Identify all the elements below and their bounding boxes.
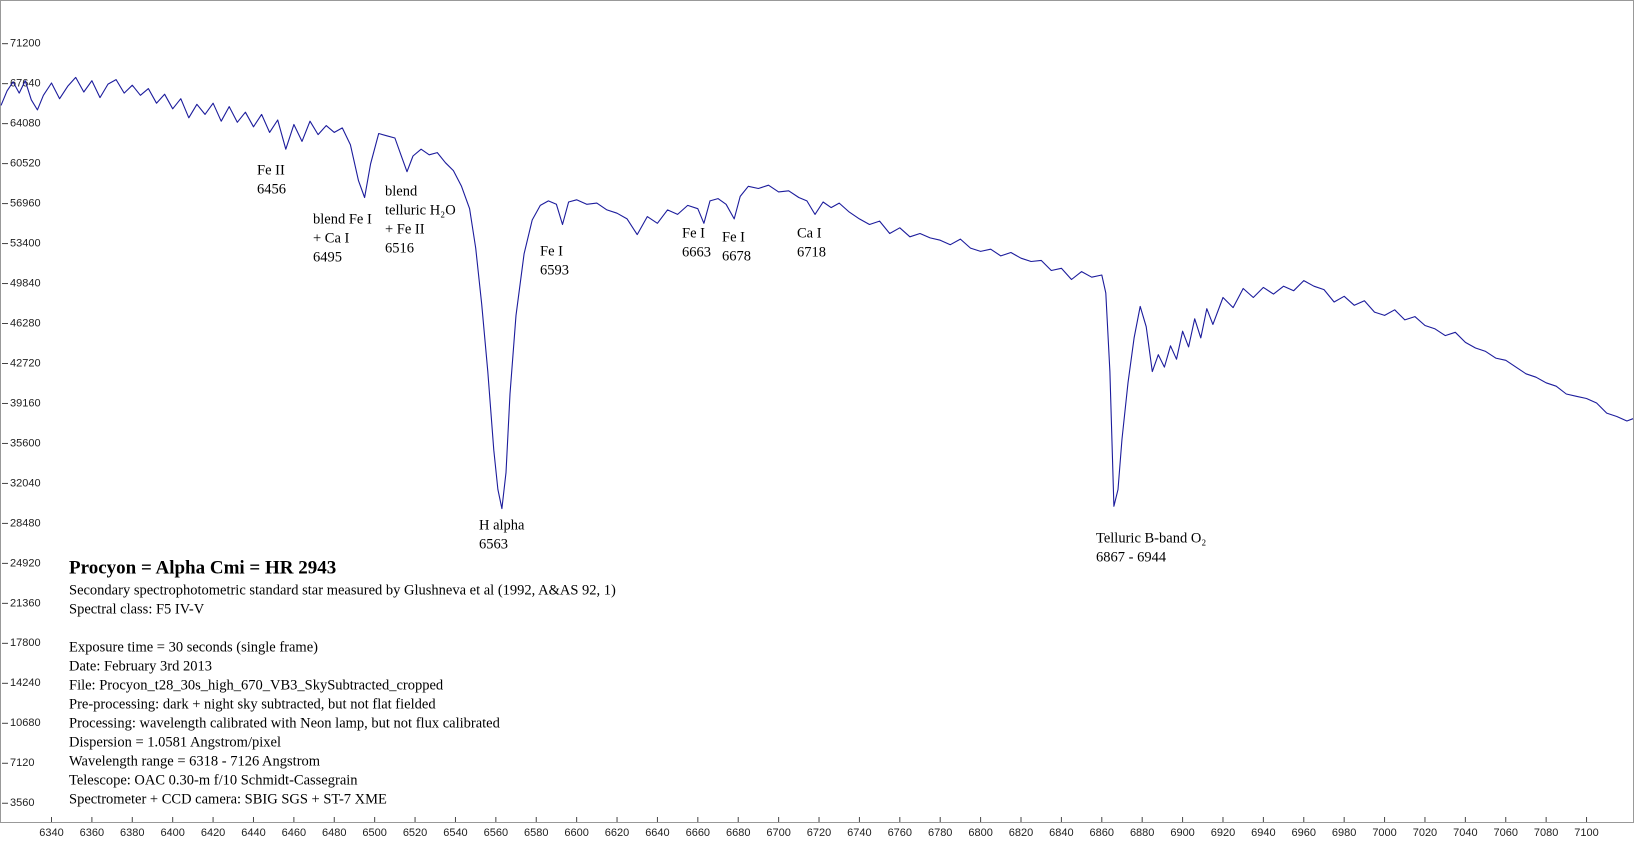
info-line: Processing: wavelength calibrated with N… xyxy=(69,715,501,731)
x-tick-label: 6900 xyxy=(1170,827,1194,839)
y-tick-label: 10680 xyxy=(10,717,41,729)
x-tick-label: 6540 xyxy=(443,827,467,839)
annotation: 6516 xyxy=(385,240,414,256)
annotation: 6867 - 6944 xyxy=(1096,549,1167,565)
x-tick-label: 6760 xyxy=(888,827,912,839)
info-line: Telescope: OAC 0.30-m f/10 Schmidt-Casse… xyxy=(69,772,358,788)
annotation: blend xyxy=(385,183,418,199)
info-line: Spectral class: F5 IV-V xyxy=(69,601,205,617)
y-tick-label: 28480 xyxy=(10,517,41,529)
annotation: Fe I xyxy=(682,225,705,241)
x-tick-label: 6360 xyxy=(80,827,104,839)
annotation: Fe II xyxy=(257,162,285,178)
y-tick-label: 49840 xyxy=(10,277,41,289)
x-tick-label: 6820 xyxy=(1009,827,1033,839)
x-tick-label: 6700 xyxy=(766,827,790,839)
x-tick-label: 6940 xyxy=(1251,827,1275,839)
info-line: Secondary spectrophotometric standard st… xyxy=(69,582,616,598)
y-tick-label: 42720 xyxy=(10,357,41,369)
x-tick-label: 6880 xyxy=(1130,827,1154,839)
y-tick-label: 67640 xyxy=(10,78,41,90)
y-tick-label: 24920 xyxy=(10,557,41,569)
annotation: + Ca I xyxy=(313,230,350,246)
x-tick-label: 6680 xyxy=(726,827,750,839)
annotation: Fe I xyxy=(540,243,563,259)
info-line: Dispersion = 1.0581 Angstrom/pixel xyxy=(69,734,281,750)
y-tick-label: 56960 xyxy=(10,197,41,209)
annotation: 6663 xyxy=(682,244,711,260)
x-tick-label: 7040 xyxy=(1453,827,1477,839)
y-tick-label: 35600 xyxy=(10,437,41,449)
y-tick-label: 17800 xyxy=(10,637,41,649)
y-tick-label: 46280 xyxy=(10,317,41,329)
x-tick-label: 6480 xyxy=(322,827,346,839)
x-tick-label: 6840 xyxy=(1049,827,1073,839)
annotation: + Fe II xyxy=(385,221,425,237)
x-tick-label: 7060 xyxy=(1494,827,1518,839)
x-tick-label: 6800 xyxy=(968,827,992,839)
annotation: Ca I xyxy=(797,225,822,241)
annotation: 6718 xyxy=(797,244,826,260)
x-tick-label: 6440 xyxy=(241,827,265,839)
y-tick-label: 14240 xyxy=(10,677,41,689)
x-tick-label: 7020 xyxy=(1413,827,1437,839)
y-tick-label: 60520 xyxy=(10,158,41,170)
x-tick-label: 6640 xyxy=(645,827,669,839)
x-tick-label: 6500 xyxy=(362,827,386,839)
annotation: 6563 xyxy=(479,536,508,552)
annotation: 6678 xyxy=(722,248,751,264)
x-tick-label: 6920 xyxy=(1211,827,1235,839)
x-tick-label: 6420 xyxy=(201,827,225,839)
x-tick-label: 6660 xyxy=(686,827,710,839)
y-tick-label: 53400 xyxy=(10,237,41,249)
y-tick-label: 39160 xyxy=(10,397,41,409)
info-line: Spectrometer + CCD camera: SBIG SGS + ST… xyxy=(69,791,387,807)
x-tick-label: 6620 xyxy=(605,827,629,839)
x-tick-label: 6740 xyxy=(847,827,871,839)
x-tick-label: 6460 xyxy=(282,827,306,839)
y-tick-label: 32040 xyxy=(10,477,41,489)
annotation: 6593 xyxy=(540,262,569,278)
y-tick-label: 71200 xyxy=(10,38,41,50)
info-line: Exposure time = 30 seconds (single frame… xyxy=(69,639,318,655)
x-tick-label: 7100 xyxy=(1574,827,1598,839)
x-tick-label: 6340 xyxy=(39,827,63,839)
x-tick-label: 7080 xyxy=(1534,827,1558,839)
y-tick-label: 21360 xyxy=(10,597,41,609)
annotation: Telluric B-band O₂ xyxy=(1096,530,1206,546)
info-line: Wavelength range = 6318 - 7126 Angstrom xyxy=(69,753,321,769)
x-tick-label: 6400 xyxy=(160,827,184,839)
x-tick-label: 6720 xyxy=(807,827,831,839)
x-tick-label: 6960 xyxy=(1292,827,1316,839)
info-line: File: Procyon_t28_30s_high_670_VB3_SkySu… xyxy=(69,677,444,693)
plot-frame xyxy=(0,0,1634,823)
x-tick-label: 6780 xyxy=(928,827,952,839)
y-tick-label: 7120 xyxy=(10,757,34,769)
info-line: Date: February 3rd 2013 xyxy=(69,658,212,674)
x-tick-label: 6380 xyxy=(120,827,144,839)
annotation: telluric H₂O xyxy=(385,202,456,218)
x-tick-label: 7000 xyxy=(1372,827,1396,839)
x-tick-label: 6860 xyxy=(1090,827,1114,839)
annotation: 6495 xyxy=(313,249,342,265)
spectrum-line xyxy=(0,76,1634,510)
x-tick-label: 6600 xyxy=(564,827,588,839)
annotation: Fe I xyxy=(722,229,745,245)
x-tick-label: 6520 xyxy=(403,827,427,839)
annotation: H alpha xyxy=(479,517,525,533)
annotation: blend Fe I xyxy=(313,211,372,227)
x-tick-label: 6560 xyxy=(484,827,508,839)
info-title: Procyon = Alpha Cmi = HR 2943 xyxy=(69,557,336,578)
y-tick-label: 64080 xyxy=(10,118,41,130)
info-line: Pre-processing: dark + night sky subtrac… xyxy=(69,696,436,712)
annotation: 6456 xyxy=(257,181,286,197)
x-tick-label: 6580 xyxy=(524,827,548,839)
y-tick-label: 3560 xyxy=(10,797,34,809)
x-tick-label: 6980 xyxy=(1332,827,1356,839)
